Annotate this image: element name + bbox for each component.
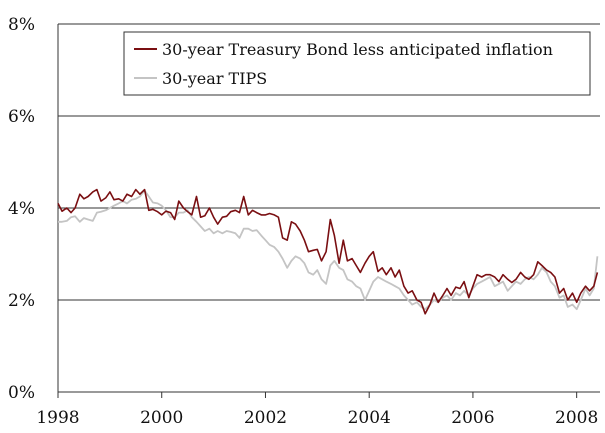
axes [57, 24, 578, 398]
data-series [57, 188, 599, 315]
y-tick-label: 8% [8, 15, 35, 35]
y-tick-label: 2% [8, 291, 35, 311]
legend-label-treasury: 30-year Treasury Bond less anticipated i… [162, 40, 553, 59]
x-tick-label: 2006 [451, 408, 494, 428]
tick-labels: 0% 2% 4% 6% 8% 1998 2000 2002 2004 2006 2008 [8, 15, 598, 428]
x-tick-label: 2008 [555, 408, 598, 428]
x-tick-label: 2004 [348, 408, 391, 428]
legend: 30-year Treasury Bond less anticipated i… [123, 31, 591, 96]
legend-label-tips: 30-year TIPS [162, 69, 267, 88]
series-line-treasury [57, 188, 599, 315]
x-tick-label: 2000 [140, 408, 183, 428]
y-tick-label: 0% [8, 383, 35, 403]
legend-box [123, 31, 591, 96]
x-tick-label: 1998 [36, 408, 79, 428]
series-line-tips [58, 189, 599, 311]
y-tick-label: 6% [8, 107, 35, 127]
x-tick-label: 2002 [244, 408, 287, 428]
y-tick-label: 4% [8, 199, 35, 219]
